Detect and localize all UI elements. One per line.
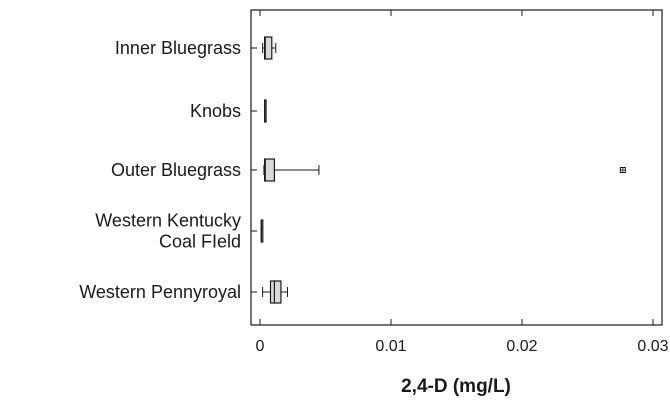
category-label: Western Pennyroyal (79, 282, 241, 302)
x-axis-title: 2,4-D (mg/L) (401, 376, 511, 397)
plot-layer: 0 0.01 0.02 0.03 Inner Bluegrass Knobs Outer B… (79, 9, 669, 355)
x-tick-label: 0.01 (375, 338, 406, 355)
x-tick-label: 0 (256, 338, 265, 355)
category-label: Outer Bluegrass (111, 160, 241, 180)
box-iqr (269, 280, 282, 304)
x-tick-label: 0.03 (637, 338, 668, 355)
box-iqr (263, 36, 273, 60)
category-label: Inner Bluegrass (115, 38, 241, 58)
category-label: Knobs (190, 101, 241, 121)
category-label: Western Kentucky (95, 211, 241, 231)
plot-frame (250, 9, 663, 326)
box-iqr (263, 158, 276, 182)
category-label: Coal FIeld (159, 232, 241, 252)
x-tick-label: 0.02 (506, 338, 537, 355)
